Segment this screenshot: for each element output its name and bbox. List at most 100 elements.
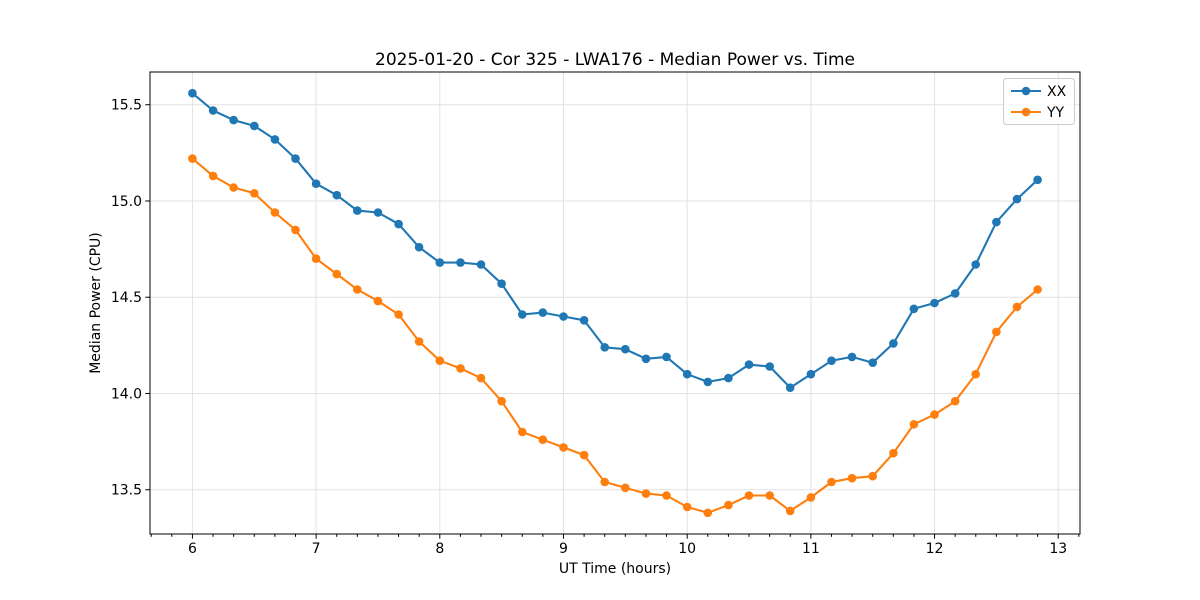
y-tick-label: 14.5 [111,290,142,306]
legend-XX-label: XX [1047,84,1067,100]
series-YY-point [930,410,939,419]
series-XX-point [744,360,754,369]
series-XX-point [971,260,980,269]
series-YY-point [950,396,960,406]
series-XX-point [868,358,877,368]
series-XX-point [208,106,218,115]
series-YY-point [456,364,465,373]
series-YY-point [188,154,197,163]
series-YY-point [476,373,486,383]
series-XX-point [476,260,486,269]
series-YY-point [641,489,651,498]
series-YY-point [827,477,836,487]
series-XX-point [1033,175,1042,185]
series-YY-point [250,189,259,198]
series-XX-point [332,190,342,200]
series-YY-point [394,310,403,319]
series-YY-point [600,477,609,487]
series-XX-point [765,362,774,371]
series-XX-point [291,154,300,163]
y-tick-label: 15.0 [111,194,142,210]
series-YY-point [1033,285,1042,294]
series-YY-point [270,208,280,217]
series-XX-point [785,383,795,393]
y-axis-label: Median Power (CPU) [88,232,104,374]
series-XX-point [909,304,919,314]
series-YY-point [1012,302,1022,312]
series-XX-point [703,377,713,387]
series-YY-point [744,491,754,500]
series-XX-point [394,219,403,229]
series-YY-point [332,269,342,279]
series-XX-point [950,289,960,298]
series-XX-point [930,298,939,308]
series-XX-point [724,373,733,383]
series-XX-point [847,352,857,362]
series-XX-line [191,92,1039,389]
series-YY-point [538,435,548,445]
series-XX-point [229,115,238,125]
series-XX-point [621,344,630,354]
series-YY-point [291,225,300,235]
series-XX-point [456,258,465,267]
series-YY-point [353,285,362,294]
x-tick-label: 11 [802,541,820,557]
series-YY-line [191,157,1039,514]
series-XX-point [1012,194,1022,204]
series-XX-point [538,308,548,317]
legend-YY-marker [1021,107,1031,117]
series-XX-point [435,258,445,267]
series-YY-point [847,473,857,483]
series-XX-point [662,352,671,362]
series-XX-point [414,242,424,252]
series-YY-point [682,502,692,512]
x-tick-label: 6 [188,541,197,557]
series-XX-point [250,121,259,131]
x-tick-label: 13 [1049,541,1067,557]
series-YY-point [435,356,445,366]
series-XX-point [270,135,280,144]
series-XX-point [806,369,816,379]
legend-XX-marker [1021,86,1031,96]
chart-title: 2025-01-20 - Cor 325 - LWA176 - Median P… [375,50,855,70]
series-YY-point [765,491,774,500]
series-XX-point [311,179,321,188]
x-tick-label: 10 [678,541,696,557]
series-YY-point [868,471,877,481]
series-YY-point [621,483,630,493]
x-tick-label: 8 [435,541,444,557]
y-tick-label: 15.5 [111,98,142,114]
series-YY-point [785,506,795,516]
series-XX-point [682,369,692,379]
series-YY-point [518,427,527,437]
series-XX-point [827,356,836,366]
x-tick-label: 12 [926,541,944,557]
series-XX-point [188,88,197,98]
series-YY-point [414,337,424,346]
axes-box [149,71,1081,535]
legend-YY-label: YY [1046,105,1065,121]
x-tick-label: 9 [559,541,568,557]
x-axis-label: UT Time (hours) [558,561,672,577]
series-XX-point [641,354,651,364]
series-XX-point [559,312,568,321]
series-YY-point [497,396,506,406]
series-YY-point [971,369,980,379]
series-XX-point [497,279,506,289]
series-YY-point [909,420,919,429]
series-YY-point [889,448,898,458]
series-XX-point [579,316,589,325]
series-YY-point [806,493,816,502]
series-YY-point [373,296,383,306]
series-YY-point [559,443,568,452]
series-YY-point [229,183,238,192]
series-YY-point [579,450,589,460]
y-tick-label: 14.0 [111,386,142,402]
series-YY-point [992,327,1001,337]
series-XX-point [889,339,898,348]
series-XX-point [373,208,383,217]
series-XX-point [992,217,1001,227]
series-XX-point [518,310,527,319]
series-XX-point [353,206,362,215]
